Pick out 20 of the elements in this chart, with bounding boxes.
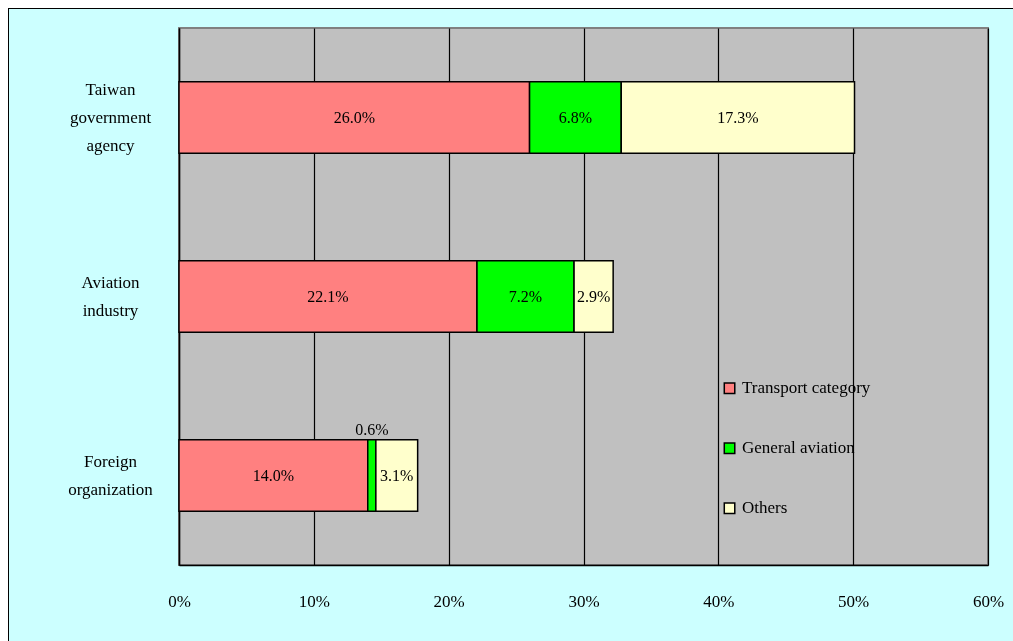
x-tick-label: 0%: [168, 591, 191, 611]
x-tick-label: 40%: [703, 591, 735, 611]
x-tick-label: 20%: [433, 591, 465, 611]
data-label: 2.9%: [576, 287, 611, 305]
x-tick-label: 50%: [838, 591, 870, 611]
data-label: 14.0%: [252, 466, 295, 484]
data-label: 3.1%: [380, 466, 414, 484]
data-label: 22.1%: [307, 287, 349, 305]
data-label: 7.2%: [508, 287, 543, 305]
y-tick-label: Taiwan government agency: [69, 79, 152, 155]
y-tick-label: Aviation industry: [81, 272, 141, 320]
data-label: 0.6%: [355, 420, 389, 438]
data-label: 17.3%: [717, 108, 759, 126]
x-tick-label: 30%: [568, 591, 600, 611]
y-tick-label: Foreign organization: [68, 451, 154, 499]
data-label: 26.0%: [333, 108, 375, 126]
x-tick-label: 10%: [298, 591, 330, 611]
data-label: 6.8%: [558, 108, 593, 126]
x-tick-label: 60%: [972, 591, 1005, 611]
legend-label: Others: [742, 498, 788, 518]
